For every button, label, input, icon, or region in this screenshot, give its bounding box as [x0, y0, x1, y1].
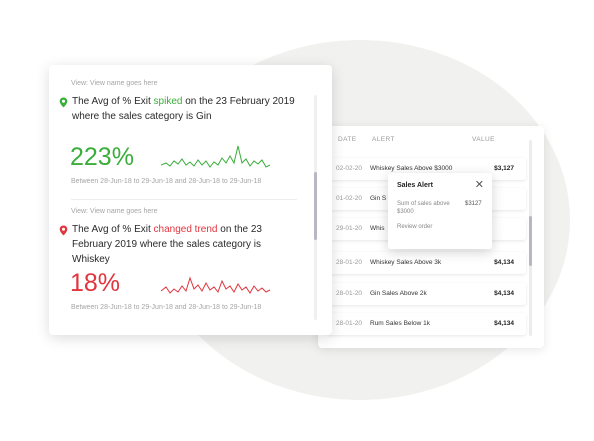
row-date: 29-01-20	[336, 225, 363, 232]
header-date: DATE	[338, 136, 357, 143]
insights-card: View: View name goes here The Avg of % E…	[49, 65, 332, 335]
alert-text-before: The Avg of % Exit	[72, 96, 154, 107]
alert-keyword: changed trend	[153, 224, 218, 235]
row-alert: Whis	[370, 225, 385, 232]
card-scrollbar-thumb[interactable]	[314, 172, 317, 240]
popup-title: Sales Alert	[397, 182, 433, 189]
header-value: VALUE	[472, 136, 495, 143]
date-range: Between 28-Jun-18 to 29-Jun-18 and 28-Ju…	[71, 304, 262, 311]
row-date: 28-01-20	[336, 259, 363, 266]
alert-text-after: on the 23 February 2019 where the sales …	[72, 224, 262, 265]
alert-keyword: spiked	[153, 96, 183, 107]
row-value: $3,127	[494, 165, 514, 172]
alert-message: The Avg of % Exit changed trend on the 2…	[72, 222, 297, 267]
review-order-link[interactable]: Review order	[397, 224, 433, 230]
table-scrollbar-thumb[interactable]	[529, 216, 532, 266]
alert-text-before: The Avg of % Exit	[72, 224, 154, 235]
row-alert: Whiskey Sales Above 3k	[370, 259, 442, 266]
view-label[interactable]: View: View name goes here	[71, 80, 158, 87]
location-pin-icon	[59, 225, 68, 236]
popup-description: Sum of sales above $3000	[397, 201, 450, 215]
close-icon[interactable]: ✕	[474, 179, 484, 191]
sparkline	[161, 276, 271, 294]
row-date: 28-01-20	[336, 320, 363, 327]
row-date: 28-01-20	[336, 290, 363, 297]
row-value: $4,134	[494, 259, 514, 266]
view-label[interactable]: View: View name goes here	[71, 208, 158, 215]
metric-value: 223%	[70, 143, 134, 171]
table-header: DATE ALERT VALUE	[318, 136, 544, 150]
divider	[71, 199, 297, 200]
alert-message: The Avg of % Exit spiked on the 23 Febru…	[72, 94, 297, 124]
metric-value: 18%	[70, 269, 121, 297]
date-range: Between 28-Jun-18 to 29-Jun-18 and 28-Ju…	[71, 178, 262, 185]
row-value: $4,134	[494, 290, 514, 297]
table-row[interactable]: 28-01-20 Rum Sales Below 1k $4,134	[326, 313, 526, 335]
row-date: 01-02-20	[336, 195, 363, 202]
row-value: $4,134	[494, 320, 514, 327]
alert-text-after: on the 23 February 2019 where the sales …	[72, 96, 295, 122]
sales-alert-popup: Sales Alert ✕ Sum of sales above $3000 $…	[388, 173, 492, 249]
row-date: 02-02-20	[336, 165, 363, 172]
header-alert: ALERT	[372, 136, 395, 143]
sparkline	[161, 145, 271, 168]
row-alert: Rum Sales Below 1k	[370, 320, 430, 327]
table-row[interactable]: 28-01-20 Gin Sales Above 2k $4,134	[326, 283, 526, 305]
row-alert: Whiskey Sales Above $3000	[370, 165, 453, 172]
popup-value: $3127	[465, 201, 482, 207]
row-alert: Gin S	[370, 195, 387, 202]
table-row[interactable]: 28-01-20 Whiskey Sales Above 3k $4,134	[326, 252, 526, 274]
location-pin-icon	[59, 97, 68, 108]
row-alert: Gin Sales Above 2k	[370, 290, 427, 297]
